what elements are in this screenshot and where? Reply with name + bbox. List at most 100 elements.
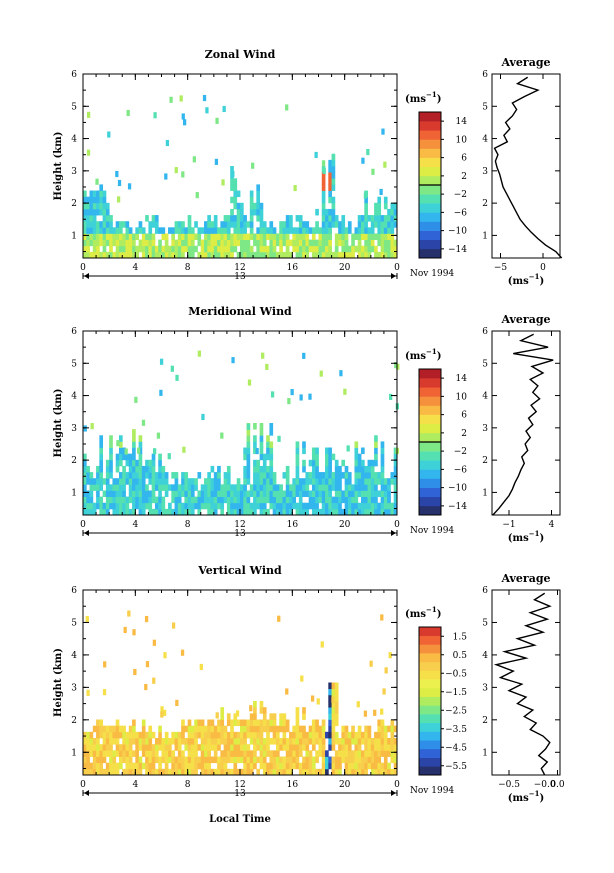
average-profile-line (493, 76, 563, 259)
panel-title: Vertical Wind (197, 564, 282, 577)
colorbar-swatch (419, 687, 441, 697)
average-x-tick-label: 4 (549, 520, 555, 530)
colorbar-swatch (419, 148, 441, 158)
average-y-tick-label: 4 (482, 651, 488, 661)
average-profile: Average 1 2 3 4 5 6 −5 0(ms−1) (482, 56, 563, 287)
colorbar-swatch (419, 696, 441, 706)
colorbar-tick-label: −0.5 (445, 669, 467, 679)
colorbar-swatch (419, 670, 441, 680)
average-y-tick-label: 3 (482, 683, 488, 693)
colorbar: 1.5 0.5 −0.5 −1.5 −2.5 −3.5 −4.5 −5.5 (ms−1) (405, 605, 467, 776)
date-axis-arrow-right (391, 273, 396, 279)
x-tick-label: 0 (80, 520, 86, 530)
colorbar-tick-label: 14 (456, 374, 468, 384)
x-tick-label: 20 (339, 520, 351, 530)
average-x-tick-label: −0.0 (534, 780, 556, 790)
colorbar-swatch (419, 239, 441, 250)
y-tick-label: 2 (71, 456, 77, 466)
date-suffix: Nov 1994 (410, 526, 454, 536)
colorbar-swatch (419, 121, 441, 131)
average-y-tick-label: 6 (482, 327, 488, 337)
average-y-tick-label: 1 (482, 488, 488, 498)
average-frame (491, 330, 561, 516)
colorbar-swatch (419, 194, 441, 204)
y-tick-label: 3 (71, 683, 77, 693)
y-tick-label: 1 (71, 488, 77, 498)
average-y-tick-label: 3 (482, 167, 488, 177)
colorbar-swatch (419, 414, 441, 425)
colorbar-swatch (419, 130, 441, 140)
colorbar-swatch (419, 139, 441, 149)
colorbar-tick-label: −10 (448, 484, 467, 494)
y-tick-label: 4 (71, 392, 77, 402)
y-axis-label: Height (km) (53, 389, 64, 458)
colorbar-tick-label: −4.5 (445, 743, 467, 753)
x-tick-label: 4 (132, 263, 138, 273)
average-x-tick-label: −5 (494, 263, 508, 273)
colorbar-swatch (419, 757, 441, 767)
colorbar-swatch (419, 387, 441, 397)
colorbar-swatch (419, 722, 441, 732)
colorbar-swatch (419, 423, 441, 434)
date-axis-arrow-left (84, 790, 89, 796)
y-tick-label: 1 (71, 231, 77, 241)
average-y-tick-label: 6 (482, 586, 488, 596)
colorbar-tick-label: 10 (456, 392, 468, 402)
colorbar-tick-label: −3.5 (445, 725, 467, 735)
average-y-tick-label: 1 (482, 231, 488, 241)
y-tick-label: 5 (71, 359, 77, 369)
colorbar-swatch (419, 731, 441, 741)
x-tick-label: 8 (185, 780, 191, 790)
average-x-tick-label: −0.5 (498, 780, 520, 790)
colorbar-swatch (419, 157, 441, 168)
colorbar-swatch (419, 478, 441, 488)
average-frame (491, 589, 561, 776)
date-suffix: Nov 1994 (410, 269, 454, 279)
y-tick-label: 5 (71, 102, 77, 112)
colorbar-swatch (419, 221, 441, 231)
x-tick-label: 20 (339, 263, 351, 273)
average-y-tick-label: 6 (482, 70, 488, 80)
average-y-tick-label: 4 (482, 392, 488, 402)
colorbar-tick-label: 14 (456, 117, 468, 127)
colorbar-tick-label: −2.5 (445, 706, 467, 716)
colorbar-swatch (419, 714, 441, 724)
x-tick-label: 4 (132, 780, 138, 790)
x-tick-label: 20 (339, 780, 351, 790)
colorbar-swatch (419, 635, 441, 645)
colorbar-frame (418, 626, 442, 776)
colorbar-swatch (419, 487, 441, 498)
y-tick-label: 2 (71, 199, 77, 209)
date-axis-arrow-left (84, 530, 89, 536)
heatmap-field (83, 94, 398, 259)
average-y-tick-label: 3 (482, 424, 488, 434)
colorbar-swatch (419, 505, 441, 516)
colorbar-swatch (419, 369, 441, 379)
colorbar-tick-label: −6 (454, 465, 468, 475)
x-tick-label: 0 (394, 520, 400, 530)
colorbar: 14 10 6 2 −2 −6 −10 −14 (ms−1) (405, 90, 468, 259)
colorbar-swatch (419, 679, 441, 689)
colorbar-tick-label: −14 (448, 502, 467, 512)
average-profile: Average 1 2 3 4 5 6 −1 4 (ms−1) (482, 313, 561, 544)
colorbar-swatch (419, 396, 441, 406)
colorbar-swatch (419, 166, 441, 177)
colorbar-tick-label: 6 (461, 154, 467, 164)
y-axis-label: Height (km) (53, 132, 64, 201)
colorbar-swatch (419, 378, 441, 388)
colorbar-swatch (419, 112, 441, 122)
average-profile-line (493, 592, 552, 776)
colorbar-swatch (419, 442, 441, 452)
average-frame (491, 73, 561, 259)
colorbar-swatch (419, 203, 441, 213)
colorbar-swatch (419, 175, 441, 186)
date-axis-arrow-right (391, 790, 396, 796)
average-x-label: (ms−1) (508, 272, 544, 287)
heatmap-field (83, 350, 400, 516)
colorbar-swatch (419, 212, 441, 222)
colorbar-swatch (419, 627, 441, 637)
colorbar-tick-label: −2 (454, 447, 467, 457)
average-x-tick-label: 0 (540, 263, 546, 273)
